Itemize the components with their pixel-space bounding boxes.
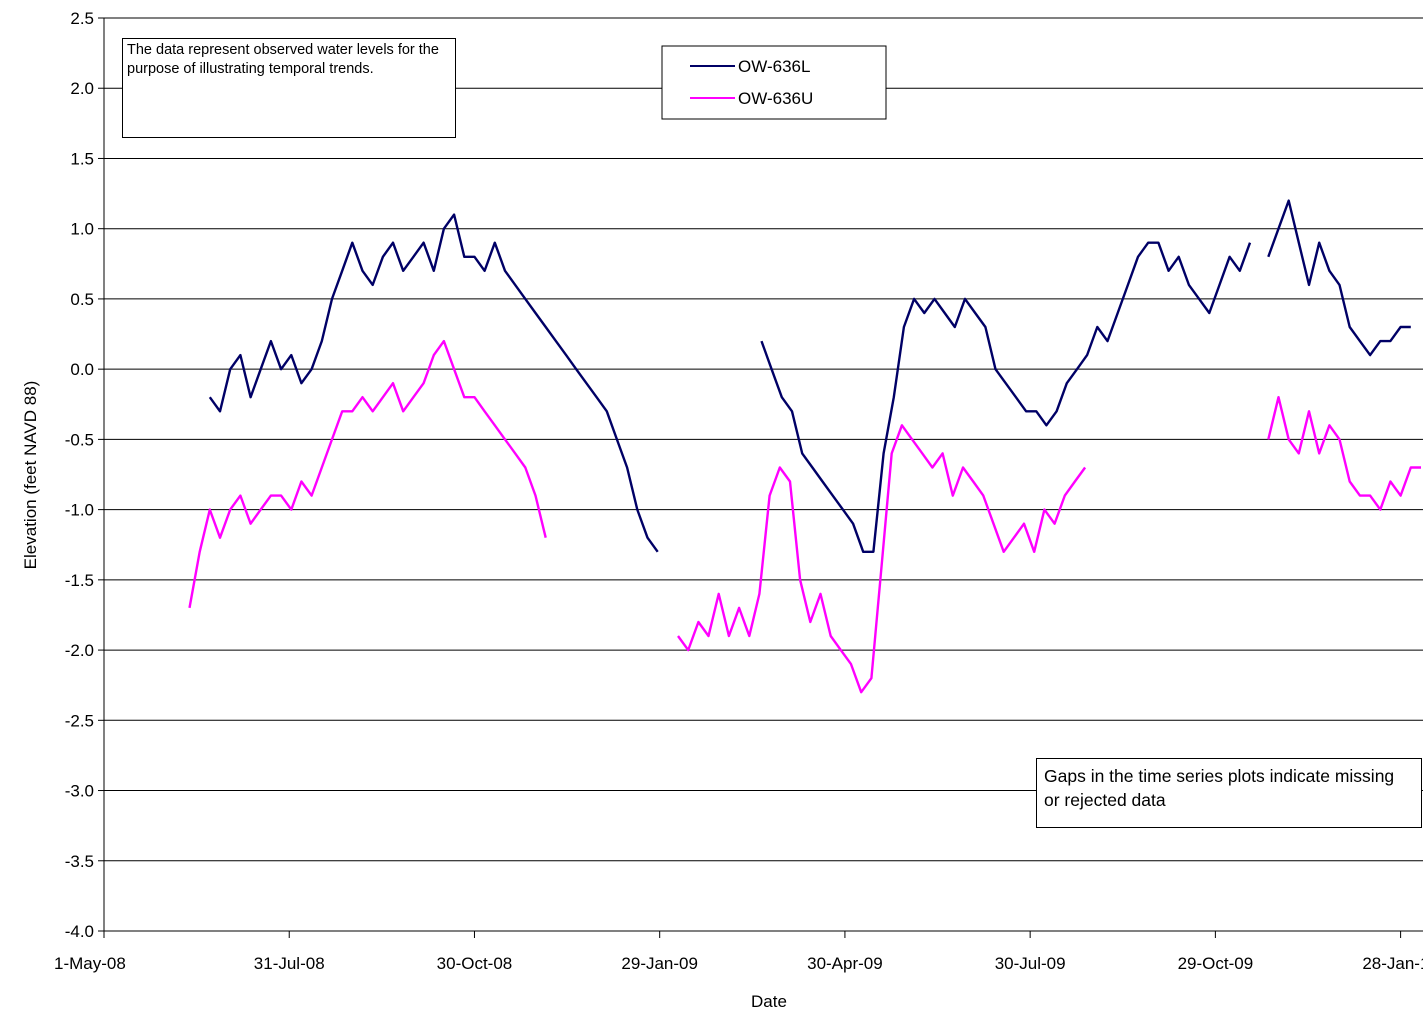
y-tick-label: -1.0 [65, 501, 94, 520]
y-tick-label: 1.0 [70, 220, 94, 239]
tick-labels: 2.5 2.0 1.5 1.0 0.5 0.0 -0.5 -1.0 -1.5 -2.0 -2.5 -3… [54, 9, 1423, 973]
x-tick-label: 31-Jul-08 [254, 954, 325, 973]
x-tick-label: 30-Apr-09 [807, 954, 883, 973]
legend: OW-636L OW-636U [661, 45, 887, 120]
y-tick-label: 2.5 [70, 9, 94, 28]
y-tick-label: 0.5 [70, 290, 94, 309]
legend-box [661, 45, 887, 120]
series-line-ow-636l-segment-2 [760, 241, 1252, 553]
x-tick-label: 1-May-08 [54, 954, 126, 973]
series-line-ow-636u-segment-1 [188, 339, 547, 609]
y-tick-label: -4.0 [65, 922, 94, 941]
series-line-ow-636l-segment-3 [1267, 199, 1411, 357]
x-tick-label: 30-Oct-08 [437, 954, 513, 973]
series-line-ow-636l-segment-1 [208, 213, 659, 553]
y-tick-label: 1.5 [70, 149, 94, 168]
x-tick-label: 30-Jul-09 [995, 954, 1066, 973]
y-tick-label: -1.5 [65, 571, 94, 590]
x-tick-label: 29-Oct-09 [1178, 954, 1254, 973]
y-axis-title: Elevation (feet NAVD 88) [21, 381, 40, 570]
x-axis-title: Date [751, 992, 787, 1011]
x-tick-label: 28-Jan-10 [1362, 954, 1423, 973]
y-tick-label: 2.0 [70, 79, 94, 98]
x-tick-label: 29-Jan-09 [621, 954, 698, 973]
legend-label-ow-636u: OW-636U [738, 89, 813, 108]
y-tick-label: -2.5 [65, 711, 94, 730]
y-tick-label: -0.5 [65, 430, 94, 449]
gaps-note: Gaps in the time series plots indicate m… [1036, 758, 1422, 828]
y-tick-label: -3.0 [65, 782, 94, 801]
series-line-ow-636u-segment-2 [677, 424, 1087, 694]
data-disclaimer-note: The data represent observed water levels… [122, 38, 456, 138]
y-tick-label: -2.0 [65, 641, 94, 660]
legend-label-ow-636l: OW-636L [738, 57, 810, 76]
axes [98, 17, 1423, 938]
y-tick-label: -3.5 [65, 852, 94, 871]
series-lines [188, 199, 1421, 694]
y-tick-label: 0.0 [70, 360, 94, 379]
series-line-ow-636u-segment-3 [1267, 396, 1421, 511]
